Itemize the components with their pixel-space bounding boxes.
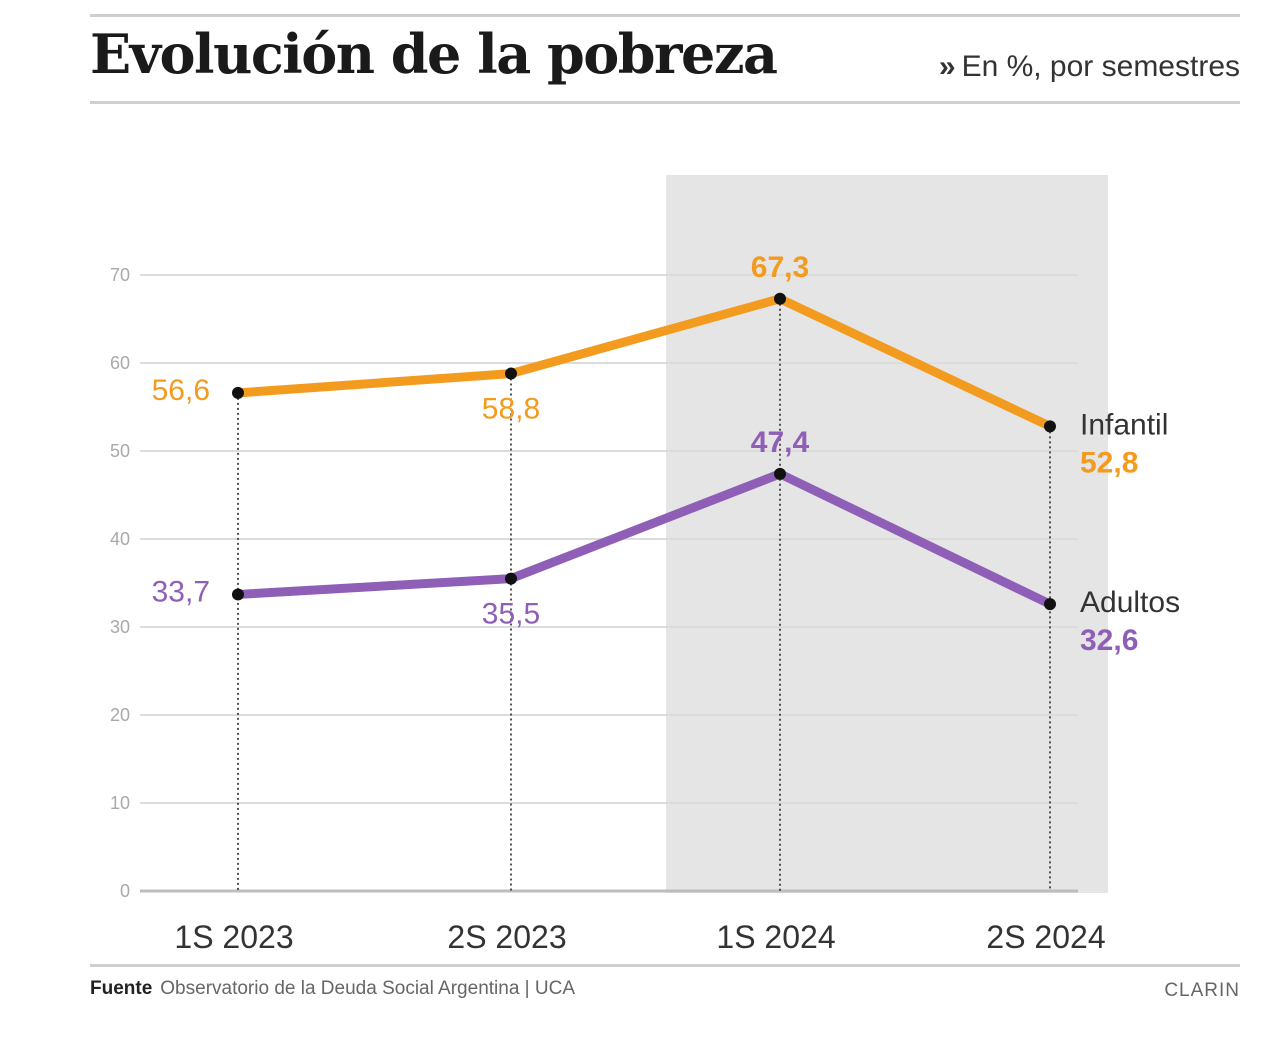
top-rule <box>90 14 1240 17</box>
data-point <box>774 292 786 305</box>
y-tick-label: 30 <box>110 617 130 637</box>
data-label: 33,7 <box>152 575 210 608</box>
header-rule <box>90 101 1240 104</box>
y-tick-label: 50 <box>110 441 130 461</box>
legend-label-infantil: Infantil <box>1080 408 1168 441</box>
series-line-infantil <box>233 294 1055 431</box>
y-tick-label: 70 <box>110 265 130 285</box>
source-label: Fuente <box>90 978 153 999</box>
data-point <box>774 467 786 480</box>
y-tick-label: 10 <box>110 793 130 813</box>
subtitle-text: En %, por semestres <box>961 50 1240 83</box>
source-note: Fuente Observatorio de la Deuda Social Ar… <box>90 978 575 1000</box>
data-point <box>1044 598 1056 611</box>
x-tick-label: 2S 2024 <box>986 919 1105 955</box>
data-point <box>505 367 517 380</box>
legend-label-adultos: Adultos <box>1080 586 1180 619</box>
x-tick-label: 1S 2023 <box>174 919 293 955</box>
y-tick-label: 20 <box>110 705 130 725</box>
publisher-credit: CLARIN <box>1164 980 1240 1001</box>
highlight-band <box>666 175 1108 893</box>
x-tick-label: 1S 2024 <box>716 919 835 955</box>
y-tick-label: 60 <box>110 353 130 373</box>
x-tick-label: 2S 2023 <box>447 919 566 955</box>
series-line-adultos <box>233 469 1055 609</box>
subtitle-marker: » <box>938 50 956 83</box>
data-point <box>232 386 244 399</box>
data-label: 47,4 <box>751 426 810 459</box>
data-point <box>232 588 244 601</box>
footer-rule <box>90 964 1240 967</box>
chart-subtitle: » En %, por semestres <box>939 50 1240 84</box>
end-value-label: 32,6 <box>1080 624 1138 657</box>
y-tick-label: 40 <box>110 529 130 549</box>
data-label: 56,6 <box>152 374 210 407</box>
data-label: 35,5 <box>482 598 540 631</box>
data-point <box>1044 420 1056 433</box>
data-point <box>505 572 517 585</box>
source-text: Observatorio de la Deuda Social Argentin… <box>160 978 575 999</box>
end-value-label: 52,8 <box>1080 446 1138 479</box>
data-label: 58,8 <box>482 393 540 426</box>
y-tick-label: 0 <box>120 881 130 901</box>
data-label: 67,3 <box>751 251 809 284</box>
chart-title: Evolución de la pobreza <box>90 22 778 86</box>
